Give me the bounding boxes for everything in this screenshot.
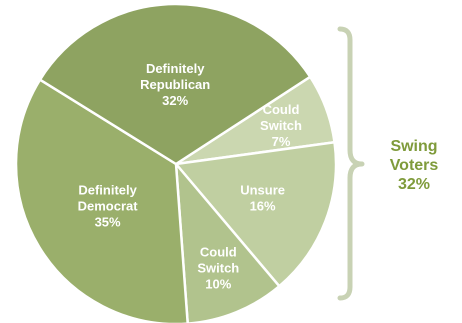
pie-slice-3 <box>174 162 281 323</box>
pie-slice-5 <box>38 2 312 166</box>
slice-label-1: Could Switch 7% <box>260 102 302 149</box>
pie-slice-2 <box>174 141 338 288</box>
pie-slice-4 <box>14 78 189 323</box>
swing-voters-label: Swing Voters 32% <box>390 138 439 193</box>
slice-label-3: Could Switch 10% <box>197 245 239 292</box>
swing-voters-bracket <box>337 26 365 301</box>
slice-label-2: Unsure 16% <box>240 182 285 213</box>
slice-label-4: Definitely Democrat 35% <box>78 182 139 229</box>
pie-slices <box>14 2 338 323</box>
slice-labels: Could Switch 7% Unsure 16% Could Switch 10% Defi… <box>78 61 302 292</box>
slice-label-5: Definitely Republican 32% <box>140 61 210 108</box>
